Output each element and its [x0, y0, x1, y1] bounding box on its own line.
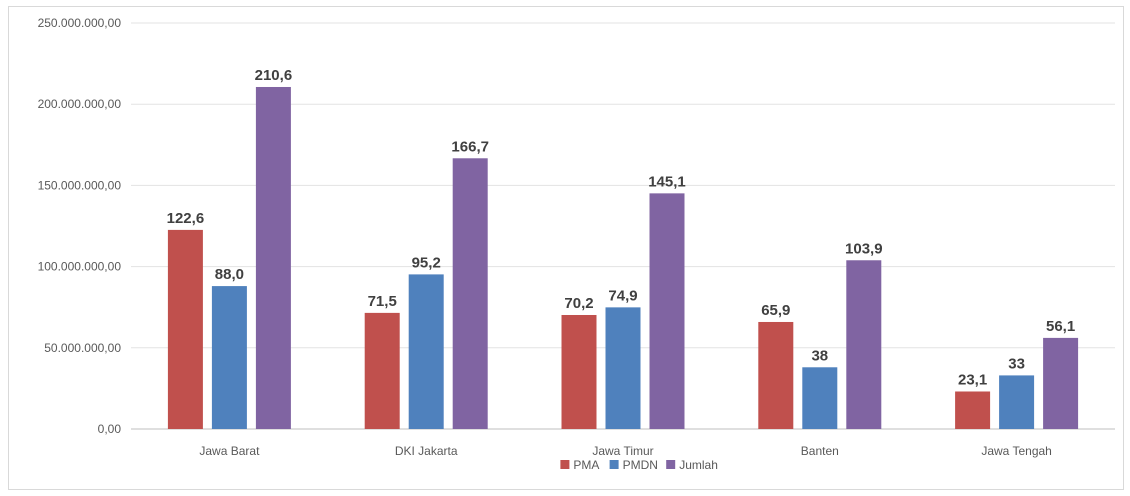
x-tick-label: DKI Jakarta — [395, 444, 458, 458]
data-label: 56,1 — [1046, 318, 1075, 335]
chart-frame: 0,00 50.000.000,00 100.000.000,00 150.000.0… — [8, 6, 1124, 490]
legend-swatch — [609, 460, 619, 469]
x-tick-label: Jawa Tengah — [981, 444, 1052, 458]
bar-pmdn — [999, 375, 1035, 429]
bar-jumlah — [649, 193, 685, 429]
bar-pma — [561, 314, 597, 429]
legend-swatch — [666, 460, 676, 469]
legend: PMA PMDN Jumlah — [560, 458, 718, 472]
bar-jumlah — [846, 260, 882, 429]
legend-label: PMDN — [623, 458, 658, 472]
x-tick-label: Jawa Barat — [199, 444, 260, 458]
y-tick-label: 0,00 — [98, 422, 122, 436]
y-tick-label: 50.000.000,00 — [44, 341, 121, 355]
data-label: 65,9 — [761, 302, 790, 319]
bar-pma — [955, 391, 991, 429]
bar-jumlah — [1043, 337, 1079, 429]
y-tick-label: 100.000.000,00 — [38, 260, 122, 274]
data-label: 74,9 — [608, 287, 637, 304]
bar-pma — [167, 229, 203, 429]
bar-pma — [364, 312, 400, 429]
data-label: 103,9 — [845, 240, 883, 257]
bar-pmdn — [802, 367, 838, 429]
bar-pmdn — [605, 307, 641, 429]
x-tick-label: Jawa Timur — [592, 444, 653, 458]
data-label: 70,2 — [564, 295, 593, 312]
data-labels: 122,6 88,0 210,6 71,5 95,2 166,7 70,2 74,9 145,1… — [167, 67, 1076, 388]
legend-label: Jumlah — [679, 458, 718, 472]
x-tick-label: Banten — [801, 444, 839, 458]
legend-swatch — [560, 460, 570, 469]
data-label: 88,0 — [215, 266, 244, 283]
bar-pmdn — [211, 286, 247, 429]
data-label: 23,1 — [958, 371, 987, 388]
bar-jumlah — [255, 86, 291, 430]
bar-chart: 0,00 50.000.000,00 100.000.000,00 150.000.0… — [38, 16, 1115, 472]
y-tick-label: 200.000.000,00 — [38, 97, 122, 111]
y-tick-label: 250.000.000,00 — [38, 16, 122, 30]
data-label: 210,6 — [255, 67, 293, 84]
data-label: 33 — [1008, 355, 1025, 372]
data-label: 38 — [811, 347, 828, 364]
x-axis-tick-labels: Jawa Barat DKI Jakarta Jawa Timur Banten Jaw… — [199, 444, 1051, 458]
legend-label: PMA — [573, 458, 599, 472]
bar-jumlah — [452, 158, 488, 429]
data-label: 95,2 — [412, 254, 441, 271]
data-label: 166,7 — [451, 138, 489, 155]
y-tick-label: 150.000.000,00 — [38, 178, 122, 192]
data-label: 145,1 — [648, 173, 686, 190]
bar-pma — [758, 321, 794, 429]
data-label: 122,6 — [167, 210, 205, 227]
y-axis-tick-labels: 0,00 50.000.000,00 100.000.000,00 150.000.0… — [38, 16, 122, 436]
gridlines — [131, 22, 1115, 430]
bar-pmdn — [408, 274, 444, 429]
bars — [167, 86, 1079, 430]
data-label: 71,5 — [368, 293, 397, 310]
